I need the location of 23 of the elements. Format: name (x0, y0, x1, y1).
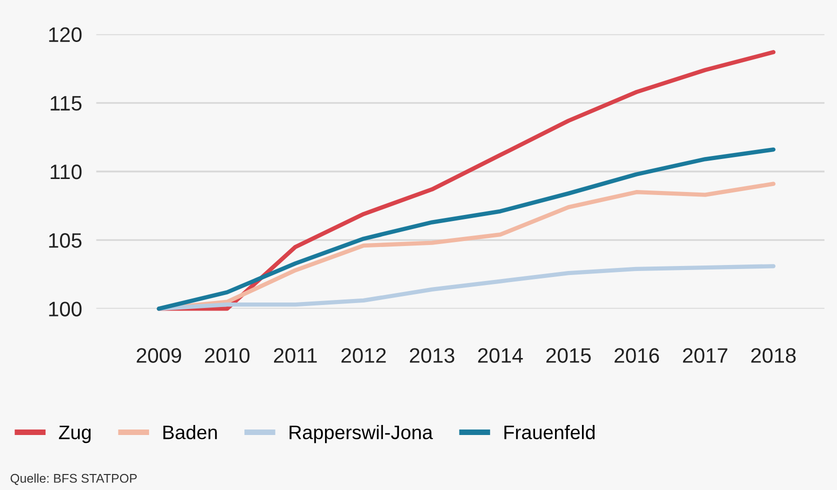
x-tick-label: 2009 (136, 348, 182, 363)
x-tick-label: 2012 (341, 348, 386, 363)
y-tick-label: 110 (50, 164, 82, 180)
line-series (156, 50, 776, 311)
x-tick-label: 2018 (751, 348, 796, 363)
legend-label: Zug (58, 426, 91, 444)
x-tick-label: 2014 (478, 348, 523, 363)
x-tick-label: 2017 (683, 348, 728, 363)
y-tick-label: 100 (49, 302, 82, 316)
y-tick-label: 120 (49, 27, 82, 42)
x-tick-label: 2016 (614, 348, 659, 363)
x-tick-label: 2011 (274, 348, 317, 363)
y-tick-label: 115 (50, 96, 82, 111)
x-tick-label: 2013 (410, 348, 454, 363)
line-series (156, 264, 776, 311)
line-series (156, 147, 776, 311)
legend-label: Rapperswil-Jona (290, 424, 433, 444)
x-tick-label: 2015 (546, 348, 591, 363)
y-tick-label: 105 (49, 233, 82, 248)
x-tick-label: 2010 (205, 348, 250, 363)
legend-label: Baden (163, 424, 217, 440)
source-note: Quelle: BFS STATPOP (10, 474, 137, 486)
legend-label: Frauenfeld (504, 424, 595, 440)
